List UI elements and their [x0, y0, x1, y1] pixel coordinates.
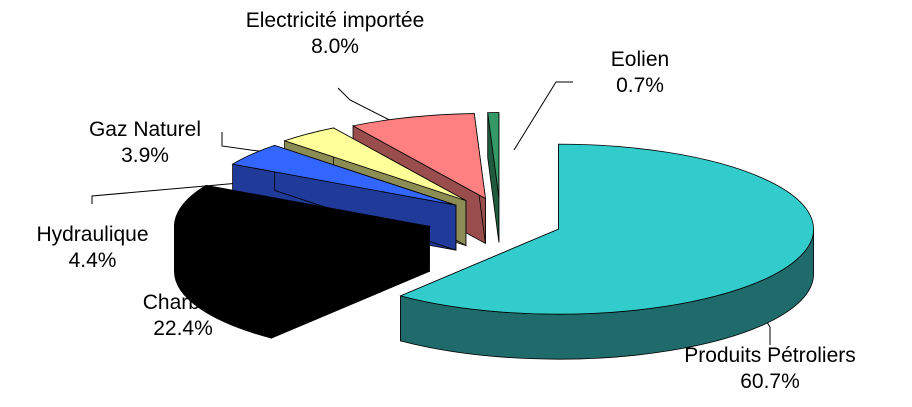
- label-name: Hydraulique: [36, 223, 149, 246]
- label-hydraulique: Hydraulique 4.4%: [5, 222, 180, 275]
- pie-slice: [399, 143, 814, 360]
- label-pct: 60.7%: [740, 370, 800, 394]
- label-name: Gaz Naturel: [88, 118, 202, 141]
- label-pct: 8.0%: [311, 35, 359, 59]
- pie-slice: [174, 184, 431, 339]
- label-electricite: Electricité importée 8.0%: [205, 8, 465, 61]
- label-pct: 3.9%: [121, 144, 169, 168]
- label-name: Charbon: [142, 291, 224, 314]
- label-pct: 4.4%: [68, 249, 117, 273]
- label-gaz: Gaz Naturel 3.9%: [60, 117, 230, 170]
- label-pct: 0.7%: [616, 74, 664, 98]
- label-name: Produits Pétroliers: [684, 344, 856, 367]
- leader-line: [513, 81, 573, 151]
- label-charbon: Charbon 22.4%: [118, 290, 248, 343]
- label-name: Eolien: [610, 48, 670, 71]
- pie-slice: [487, 112, 500, 243]
- label-pct: 22.4%: [153, 317, 213, 341]
- label-name: Electricité importée: [245, 9, 425, 32]
- label-eolien: Eolien 0.7%: [580, 47, 700, 100]
- label-petroliers: Produits Pétroliers 60.7%: [640, 343, 900, 396]
